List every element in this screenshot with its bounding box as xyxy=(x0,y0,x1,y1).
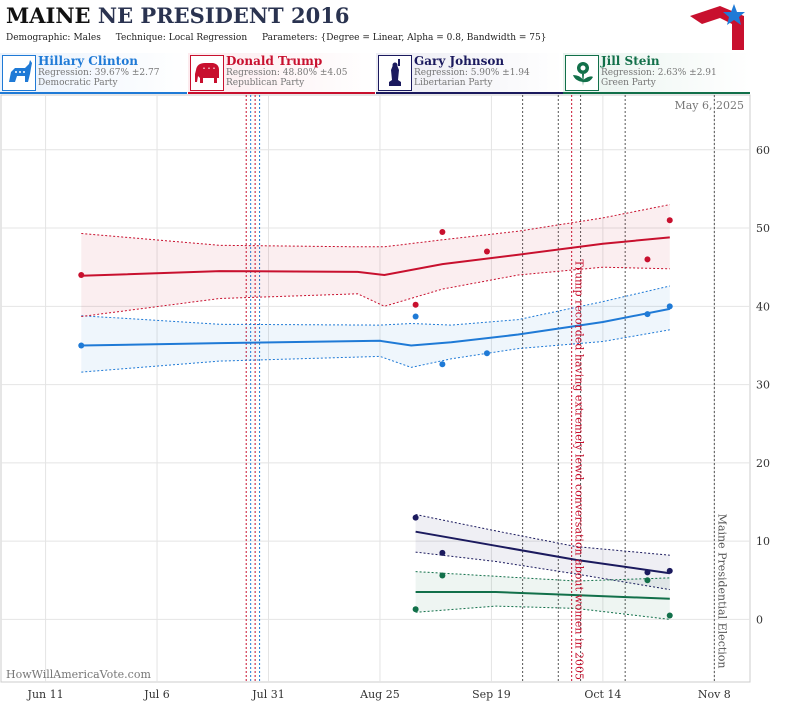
candidate-card-trump: Donald Trump Regression: 48.80% ±4.05 Re… xyxy=(188,53,375,94)
poll-point xyxy=(412,313,419,320)
candidate-party: Republican Party xyxy=(226,78,305,88)
regression-line xyxy=(415,530,670,575)
y-tick-label: 30 xyxy=(756,379,770,392)
technique-value: Local Regression xyxy=(168,33,248,43)
demographic-value: Males xyxy=(73,33,101,43)
donkey-icon xyxy=(2,55,36,91)
candidate-party: Democratic Party xyxy=(38,78,118,88)
date-note: May 6, 2025 xyxy=(674,99,744,112)
candidate-party: Green Party xyxy=(601,78,656,88)
poll-point xyxy=(666,303,673,310)
poll-point xyxy=(666,567,673,574)
candidate-card-johnson: Gary Johnson Regression: 5.90% ±1.94 Lib… xyxy=(376,53,563,94)
poll-point xyxy=(78,342,85,349)
upper-bound-line xyxy=(415,514,670,556)
x-tick-label: Oct 14 xyxy=(584,688,621,701)
confidence-band xyxy=(415,571,670,620)
x-tick-label: Jul 31 xyxy=(251,688,285,701)
chart-title: MAINE NE PRESIDENT 2016 xyxy=(6,3,349,28)
candidate-card-clinton: Hillary Clinton Regression: 39.67% ±2.77… xyxy=(0,53,187,94)
state-name: MAINE xyxy=(6,3,91,28)
confidence-band xyxy=(81,204,670,317)
site-watermark: HowWillAmericaVote.com xyxy=(6,668,151,681)
poll-point xyxy=(666,217,673,224)
y-tick-label: 0 xyxy=(756,613,763,626)
flower-icon xyxy=(565,55,599,91)
parameters-value: {Degree = Linear, Alpha = 0.8, Bandwidth… xyxy=(320,33,547,43)
candidate-regression: Regression: 5.90% ±1.94 xyxy=(414,68,530,78)
x-tick-label: Sep 19 xyxy=(472,688,511,701)
poll-point xyxy=(412,514,419,521)
lower-bound-line xyxy=(415,551,670,591)
poll-point xyxy=(78,272,85,279)
poll-point xyxy=(412,606,419,613)
poll-point xyxy=(439,572,446,579)
poll-point xyxy=(439,228,446,235)
poll-point xyxy=(644,256,651,263)
poll-point xyxy=(483,248,490,255)
poll-point xyxy=(644,569,651,576)
poll-point xyxy=(439,549,446,556)
regression-line xyxy=(415,591,670,600)
upper-bound-line xyxy=(81,204,670,248)
upper-bound-line xyxy=(81,285,670,326)
candidate-name: Hillary Clinton xyxy=(38,54,138,68)
x-tick-label: Jun 11 xyxy=(27,688,64,701)
poll-point xyxy=(644,311,651,318)
regression-line xyxy=(81,236,670,277)
x-tick-label: Aug 25 xyxy=(359,688,400,701)
confidence-band xyxy=(415,514,670,590)
candidate-regression: Regression: 2.63% ±2.91 xyxy=(601,68,717,78)
confidence-band xyxy=(81,286,670,373)
statue-of-liberty-icon xyxy=(378,55,412,91)
event-annotation: Maine Presidential Election xyxy=(715,514,728,669)
candidate-name: Gary Johnson xyxy=(414,54,505,68)
parameters-line: Demographic: Males Technique: Local Regres… xyxy=(6,33,558,43)
lower-bound-line xyxy=(415,605,670,620)
poll-point xyxy=(644,577,651,584)
candidate-name: Jill Stein xyxy=(601,54,660,68)
site-logo-icon xyxy=(690,4,745,50)
x-tick-label: Nov 8 xyxy=(698,688,731,701)
poll-point xyxy=(666,612,673,619)
chart-header: MAINE NE PRESIDENT 2016 Demographic: Male… xyxy=(0,0,750,52)
elephant-icon xyxy=(190,55,224,91)
regression-line xyxy=(81,307,670,347)
candidate-party: Libertarian Party xyxy=(414,78,493,88)
race-name: NE PRESIDENT 2016 xyxy=(97,3,350,28)
candidate-legend: Hillary Clinton Regression: 39.67% ±2.77… xyxy=(0,53,750,94)
technique-label: Technique: xyxy=(115,33,166,43)
parameters-label: Parameters: xyxy=(262,33,318,43)
lower-bound-line xyxy=(81,329,670,373)
candidate-regression: Regression: 48.80% ±4.05 xyxy=(226,68,348,78)
demographic-label: Demographic: xyxy=(6,33,71,43)
y-tick-label: 40 xyxy=(756,300,770,313)
poll-point xyxy=(483,350,490,357)
event-annotation: Trump recorded having extremely lewd con… xyxy=(573,259,586,680)
candidate-regression: Regression: 39.67% ±2.77 xyxy=(38,68,160,78)
poll-point xyxy=(439,361,446,368)
y-tick-label: 10 xyxy=(756,535,770,548)
y-tick-label: 20 xyxy=(756,457,770,470)
y-tick-label: 60 xyxy=(756,144,770,157)
x-tick-label: Jul 6 xyxy=(143,688,170,701)
candidate-card-stein: Jill Stein Regression: 2.63% ±2.91 Green… xyxy=(563,53,750,94)
candidate-name: Donald Trump xyxy=(226,54,323,68)
poll-point xyxy=(412,301,419,308)
lower-bound-line xyxy=(81,266,670,317)
y-tick-label: 50 xyxy=(756,222,770,235)
upper-bound-line xyxy=(415,571,670,582)
